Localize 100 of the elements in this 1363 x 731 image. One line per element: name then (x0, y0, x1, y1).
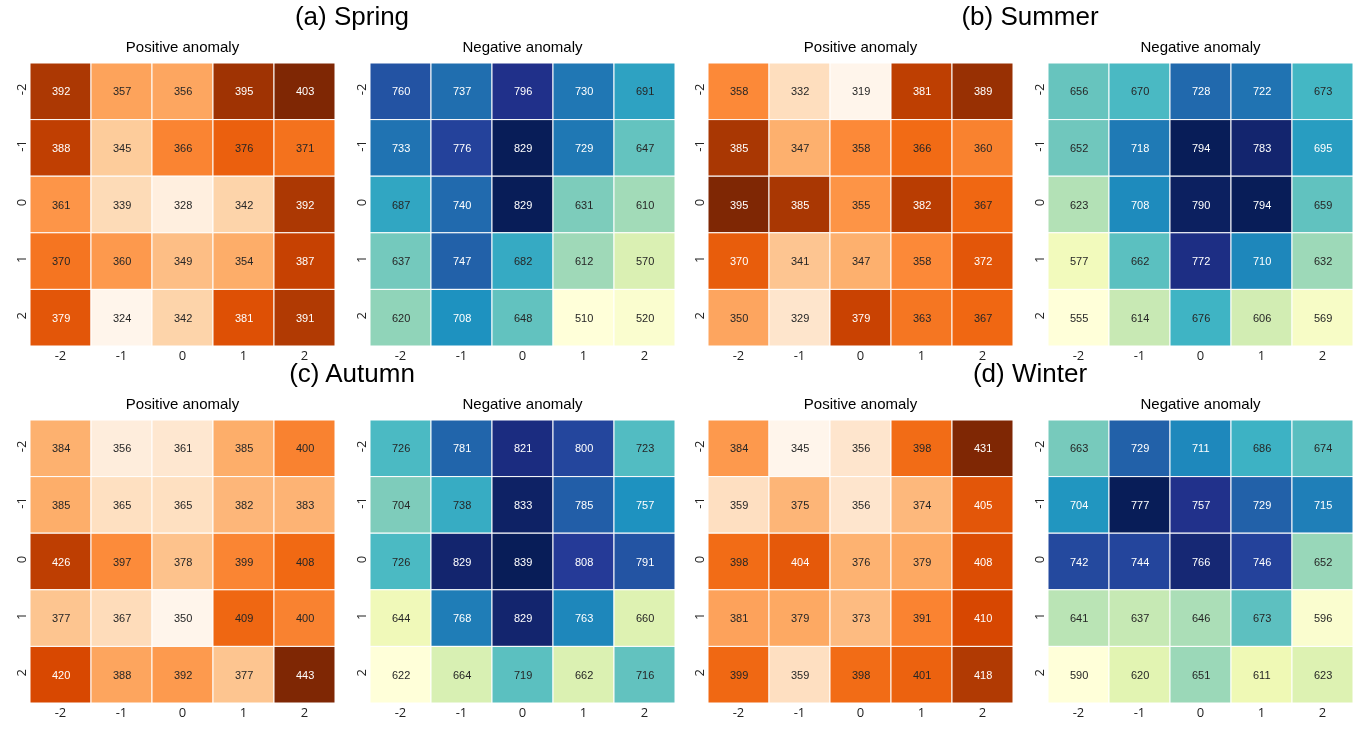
data-label: 391 (913, 612, 932, 624)
data-label: 379 (52, 312, 71, 324)
data-label: 418 (974, 669, 993, 681)
data-label: 652 (1070, 142, 1089, 154)
data-label: 652 (1314, 556, 1333, 568)
y-tick-label: -1 (352, 140, 371, 152)
data-label: 356 (852, 442, 871, 454)
y-tick-label: 2 (12, 669, 31, 677)
x-tick-label: 2 (640, 346, 649, 364)
data-label: 398 (730, 556, 749, 568)
data-label: 358 (913, 255, 932, 267)
data-label: 663 (1070, 442, 1089, 454)
y-tick-label: 1 (352, 612, 371, 620)
data-label: 376 (852, 556, 871, 568)
x-tick-label: -1 (1133, 703, 1146, 721)
data-label: 388 (52, 142, 71, 154)
data-label: 648 (514, 312, 533, 324)
y-tick-label: 2 (690, 669, 709, 677)
data-label: 747 (453, 255, 472, 267)
x-tick-label: 1 (239, 703, 248, 721)
y-tick-label: -1 (690, 140, 709, 152)
data-label: 622 (392, 669, 411, 681)
data-label: 829 (514, 612, 533, 624)
x-tick-label: -2 (1072, 703, 1085, 721)
data-label: 354 (235, 255, 254, 267)
data-label: 710 (1253, 255, 1272, 267)
data-label: 614 (1131, 312, 1150, 324)
data-label: 738 (453, 499, 472, 511)
data-label: 829 (514, 199, 533, 211)
data-label: 379 (913, 556, 932, 568)
data-label: 426 (52, 556, 71, 568)
y-tick-label: 1 (690, 255, 709, 263)
data-label: 664 (453, 669, 472, 681)
data-label: 777 (1131, 499, 1150, 511)
data-label: 569 (1314, 312, 1333, 324)
data-label: 383 (296, 499, 315, 511)
data-label: 328 (174, 199, 193, 211)
y-tick-label: 2 (352, 669, 371, 677)
chart-title: Positive anomaly (125, 37, 240, 55)
x-tick-label: 0 (518, 703, 527, 721)
data-label: 670 (1131, 85, 1150, 97)
data-label: 389 (974, 85, 993, 97)
data-label: 379 (791, 612, 810, 624)
x-tick-label: 2 (1318, 703, 1327, 721)
data-label: 392 (296, 199, 315, 211)
data-label: 612 (575, 255, 594, 267)
data-label: 361 (52, 199, 71, 211)
data-label: 356 (113, 442, 132, 454)
x-tick-label: 0 (178, 703, 187, 721)
data-label: 590 (1070, 669, 1089, 681)
data-label: 682 (514, 255, 533, 267)
data-label: 821 (514, 442, 533, 454)
data-label: 397 (113, 556, 132, 568)
data-label: 377 (52, 612, 71, 624)
data-label: 729 (1253, 499, 1272, 511)
data-label: 374 (913, 499, 932, 511)
data-label: 719 (514, 669, 533, 681)
data-label: 596 (1314, 612, 1333, 624)
data-label: 347 (791, 142, 810, 154)
data-label: 708 (453, 312, 472, 324)
x-tick-label: 2 (640, 703, 649, 721)
data-label: 794 (1192, 142, 1211, 154)
y-tick-label: 1 (1030, 255, 1049, 263)
x-tick-label: 1 (579, 703, 588, 721)
y-tick-label: -1 (12, 497, 31, 509)
data-label: 744 (1131, 556, 1150, 568)
data-label: 359 (730, 499, 749, 511)
x-tick-label: 2 (978, 346, 987, 364)
x-tick-label: 2 (1318, 346, 1327, 364)
x-tick-label: 0 (856, 346, 865, 364)
data-label: 339 (113, 199, 132, 211)
data-label: 392 (174, 669, 193, 681)
data-label: 341 (791, 255, 810, 267)
data-label: 790 (1192, 199, 1211, 211)
data-label: 319 (852, 85, 871, 97)
data-label: 637 (1131, 612, 1150, 624)
data-label: 324 (113, 312, 132, 324)
x-tick-label: 2 (300, 346, 309, 364)
y-tick-label: 2 (1030, 312, 1049, 320)
data-label: 384 (730, 442, 749, 454)
y-tick-label: -2 (1030, 83, 1049, 96)
data-label: 733 (392, 142, 411, 154)
x-tick-label: -2 (394, 703, 407, 721)
data-label: 401 (913, 669, 932, 681)
x-tick-label: -1 (1133, 346, 1146, 364)
y-tick-label: 0 (12, 555, 31, 564)
y-tick-label: 0 (1030, 198, 1049, 207)
data-label: 757 (636, 499, 655, 511)
y-tick-label: 1 (12, 612, 31, 620)
x-tick-label: -1 (115, 703, 128, 721)
data-label: 358 (730, 85, 749, 97)
data-label: 329 (791, 312, 810, 324)
y-tick-label: -2 (690, 440, 709, 453)
data-label: 376 (235, 142, 254, 154)
data-label: 404 (791, 556, 810, 568)
data-label: 766 (1192, 556, 1211, 568)
data-label: 728 (1192, 85, 1211, 97)
data-label: 620 (392, 312, 411, 324)
y-tick-label: 0 (690, 555, 709, 564)
data-label: 350 (174, 612, 193, 624)
